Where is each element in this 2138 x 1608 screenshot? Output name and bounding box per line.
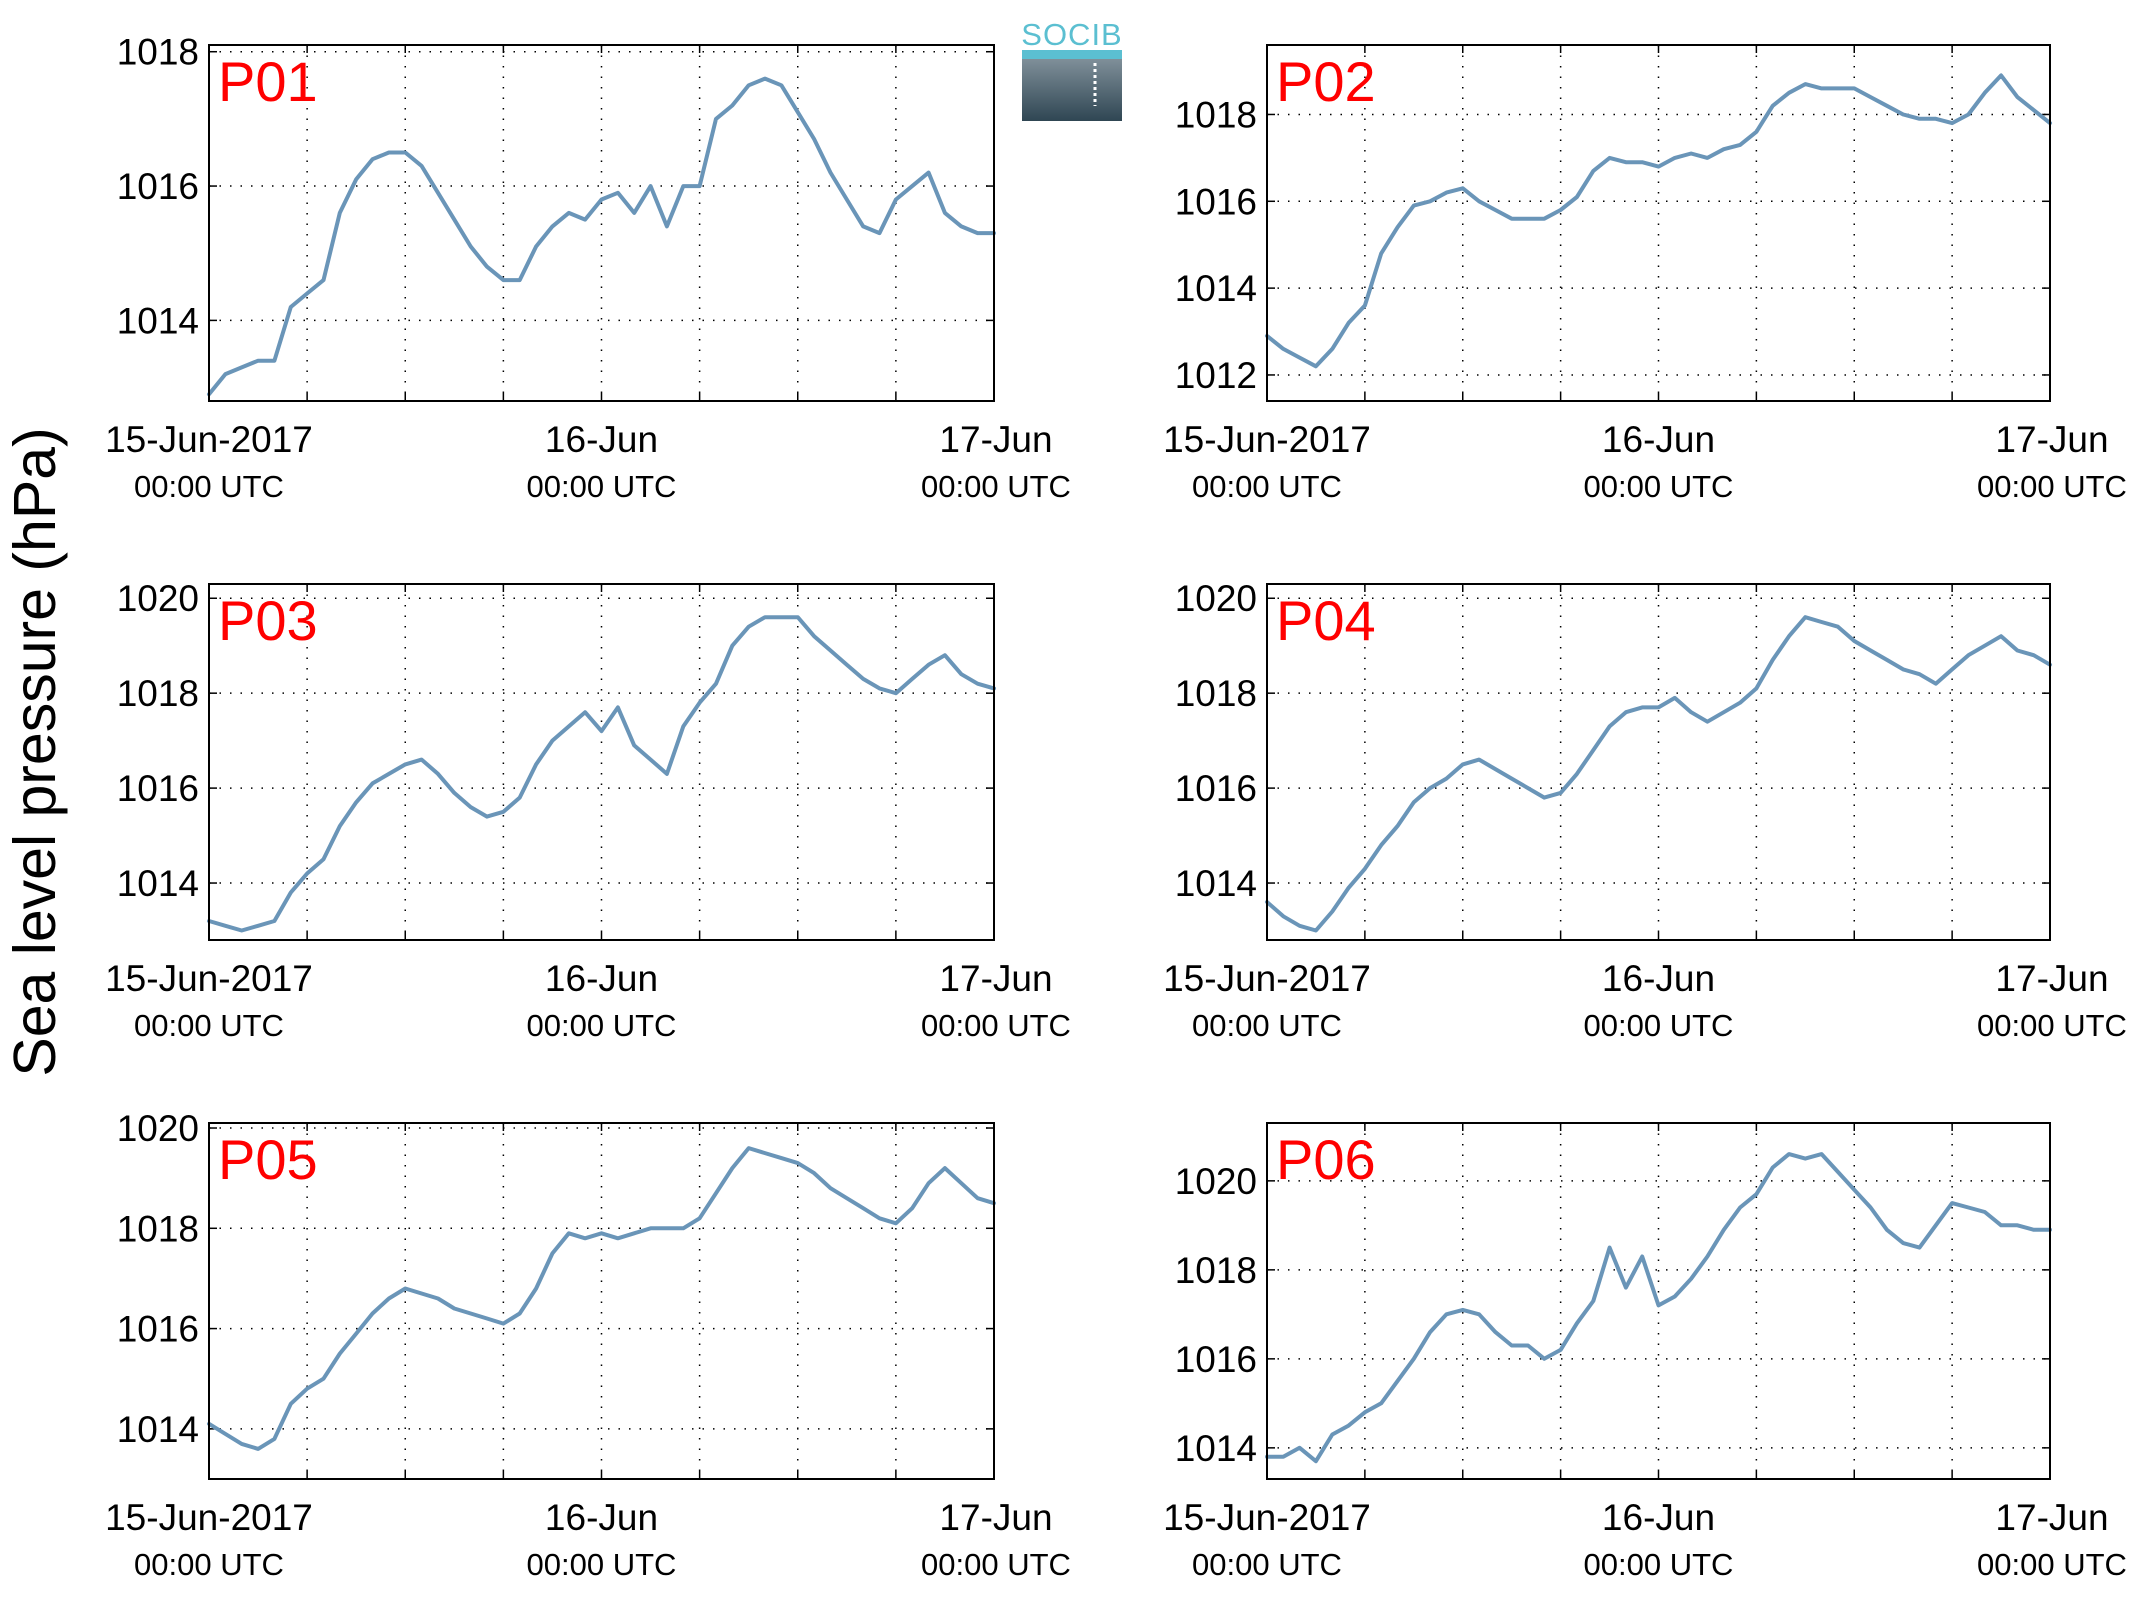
x-tick-label-date: 17-Jun bbox=[939, 419, 1052, 460]
y-tick-label: 1012 bbox=[1175, 355, 1257, 396]
x-tick-label-time: 00:00 UTC bbox=[527, 1547, 677, 1582]
logo-text: SOCIB bbox=[1021, 17, 1122, 52]
x-tick-label-time: 00:00 UTC bbox=[1192, 1547, 1342, 1582]
plot-frame bbox=[208, 1122, 995, 1480]
y-tick-label: 1020 bbox=[1175, 578, 1257, 619]
socib-logo: SOCIB bbox=[1021, 17, 1122, 121]
y-tick-label: 1016 bbox=[1175, 181, 1257, 222]
chart-panel-p02: 1012 1014 1016 1018 P02 15-Jun-2017 00:00 UTC 1… bbox=[1163, 44, 2127, 504]
y-tick-label: 1016 bbox=[117, 166, 199, 207]
chart-panel-p04: 1014 1016 1018 1020 P04 15-Jun-2017 00:00 UTC 1… bbox=[1163, 578, 2127, 1043]
x-tick-label-date: 16-Jun bbox=[545, 1497, 658, 1538]
panel-label: P02 bbox=[1276, 50, 1376, 113]
x-tick-label-date: 15-Jun-2017 bbox=[1163, 958, 1371, 999]
plot-frame bbox=[208, 44, 995, 402]
y-tick-label: 1014 bbox=[117, 863, 199, 904]
x-tick-label-time: 00:00 UTC bbox=[1192, 1008, 1342, 1043]
x-tick-label-date: 17-Jun bbox=[939, 958, 1052, 999]
x-tick-label-date: 17-Jun bbox=[1995, 1497, 2108, 1538]
y-tick-label: 1014 bbox=[117, 1409, 199, 1450]
y-tick-label: 1016 bbox=[1175, 768, 1257, 809]
x-tick-label-time: 00:00 UTC bbox=[527, 1008, 677, 1043]
panel-label: P03 bbox=[218, 589, 318, 652]
y-tick-label: 1014 bbox=[117, 300, 199, 341]
y-axis-label: Sea level pressure (hPa) bbox=[2, 427, 68, 1076]
y-tick-label: 1018 bbox=[117, 1208, 199, 1249]
y-tick-label: 1020 bbox=[1175, 1161, 1257, 1202]
y-tick-label: 1016 bbox=[117, 1309, 199, 1350]
x-tick-label-date: 17-Jun bbox=[1995, 958, 2108, 999]
x-tick-label-date: 15-Jun-2017 bbox=[1163, 419, 1371, 460]
x-tick-label-time: 00:00 UTC bbox=[921, 1547, 1071, 1582]
panel-label: P05 bbox=[218, 1128, 318, 1191]
panel-label: P01 bbox=[218, 50, 318, 113]
series-line-p04 bbox=[1265, 615, 2052, 933]
x-tick-label-time: 00:00 UTC bbox=[134, 469, 284, 504]
x-tick-label-date: 15-Jun-2017 bbox=[105, 419, 313, 460]
x-tick-label-time: 00:00 UTC bbox=[1977, 1008, 2127, 1043]
x-tick-label-time: 00:00 UTC bbox=[1977, 469, 2127, 504]
x-tick-label-time: 00:00 UTC bbox=[134, 1008, 284, 1043]
y-tick-label: 1020 bbox=[117, 1108, 199, 1149]
panels: 1014 1016 1018 P01 15-Jun-2017 00:00 UTC 16-Ju… bbox=[105, 32, 2127, 1582]
panel-label: P04 bbox=[1276, 589, 1376, 652]
series-line-p06 bbox=[1265, 1152, 2052, 1464]
y-tick-label: 1018 bbox=[1175, 94, 1257, 135]
x-tick-label-date: 16-Jun bbox=[545, 419, 658, 460]
y-tick-label: 1016 bbox=[1175, 1339, 1257, 1380]
x-tick-label-time: 00:00 UTC bbox=[921, 469, 1071, 504]
y-tick-label: 1016 bbox=[117, 768, 199, 809]
x-tick-label-date: 15-Jun-2017 bbox=[105, 958, 313, 999]
series-line-p01 bbox=[207, 76, 996, 397]
y-tick-label: 1018 bbox=[117, 32, 199, 73]
y-tick-label: 1014 bbox=[1175, 863, 1257, 904]
x-tick-label-time: 00:00 UTC bbox=[1977, 1547, 2127, 1582]
x-tick-label-date: 17-Jun bbox=[939, 1497, 1052, 1538]
chart-panel-p03: 1014 1016 1018 1020 P03 15-Jun-2017 00:00 UTC 1… bbox=[105, 578, 1071, 1043]
x-tick-label-date: 16-Jun bbox=[1602, 1497, 1715, 1538]
x-tick-label-time: 00:00 UTC bbox=[1584, 1547, 1734, 1582]
y-tick-label: 1020 bbox=[117, 578, 199, 619]
x-tick-label-date: 16-Jun bbox=[545, 958, 658, 999]
chart-panel-p05: 1014 1016 1018 1020 P05 15-Jun-2017 00:00 UTC 1… bbox=[105, 1108, 1071, 1582]
x-tick-label-date: 16-Jun bbox=[1602, 419, 1715, 460]
x-tick-label-date: 16-Jun bbox=[1602, 958, 1715, 999]
series-line-p03 bbox=[207, 615, 996, 933]
x-tick-label-date: 15-Jun-2017 bbox=[1163, 1497, 1371, 1538]
y-tick-label: 1018 bbox=[1175, 1250, 1257, 1291]
y-tick-label: 1018 bbox=[1175, 673, 1257, 714]
chart-panel-p06: 1014 1016 1018 1020 P06 15-Jun-2017 00:00 UTC 1… bbox=[1163, 1122, 2127, 1582]
series-line-p02 bbox=[1265, 73, 2052, 369]
chart-panel-p01: 1014 1016 1018 P01 15-Jun-2017 00:00 UTC 16-Ju… bbox=[105, 32, 1071, 504]
x-tick-label-time: 00:00 UTC bbox=[1584, 1008, 1734, 1043]
x-tick-label-date: 15-Jun-2017 bbox=[105, 1497, 313, 1538]
x-tick-label-time: 00:00 UTC bbox=[527, 469, 677, 504]
x-tick-label-date: 17-Jun bbox=[1995, 419, 2108, 460]
logo-top-band bbox=[1022, 50, 1122, 59]
panel-label: P06 bbox=[1276, 1128, 1376, 1191]
x-tick-label-time: 00:00 UTC bbox=[134, 1547, 284, 1582]
logo-block bbox=[1022, 59, 1122, 121]
x-tick-label-time: 00:00 UTC bbox=[1584, 469, 1734, 504]
y-tick-label: 1014 bbox=[1175, 268, 1257, 309]
plot-frame bbox=[1266, 44, 2051, 402]
plot-frame bbox=[208, 583, 995, 941]
y-tick-label: 1014 bbox=[1175, 1428, 1257, 1469]
x-tick-label-time: 00:00 UTC bbox=[1192, 469, 1342, 504]
plot-frame bbox=[1266, 1122, 2051, 1480]
y-tick-label: 1018 bbox=[117, 673, 199, 714]
x-tick-label-time: 00:00 UTC bbox=[921, 1008, 1071, 1043]
plot-frame bbox=[1266, 583, 2051, 941]
series-line-p05 bbox=[207, 1146, 996, 1451]
